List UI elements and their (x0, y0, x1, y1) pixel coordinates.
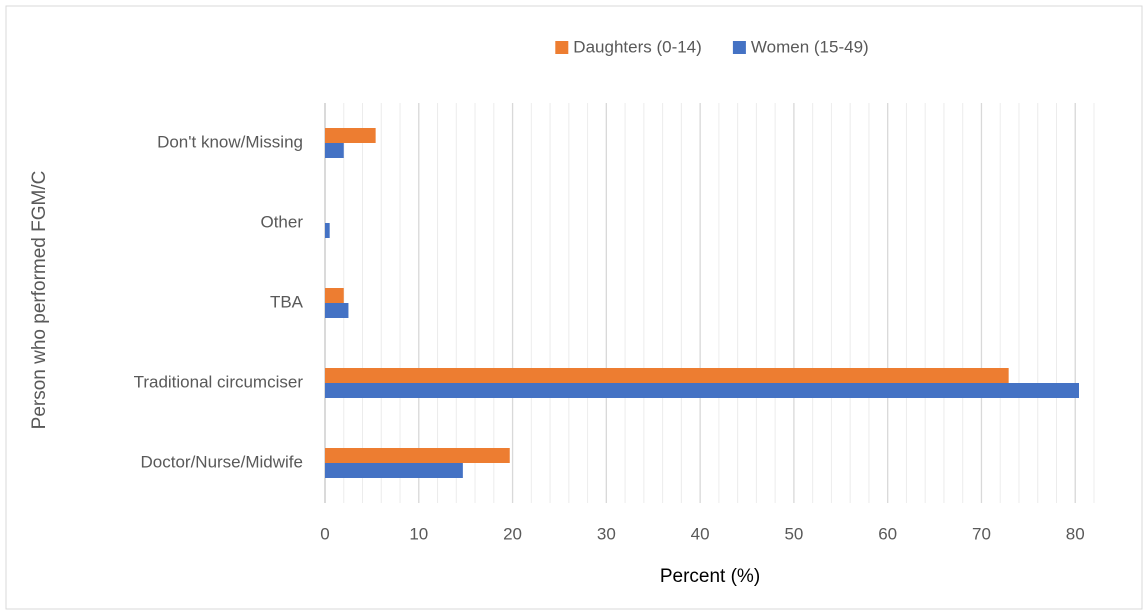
x-tick-label: 70 (972, 524, 991, 543)
legend-swatch (555, 41, 569, 54)
x-tick-label: 0 (320, 524, 329, 543)
chart-border (5, 5, 1143, 610)
x-axis-title: Percent (%) (660, 566, 760, 587)
legend-swatch (732, 41, 746, 54)
y-tick-label: Don't know/Missing (157, 132, 303, 151)
bar (325, 288, 344, 303)
bar (325, 368, 1009, 383)
x-tick-label: 80 (1066, 524, 1085, 543)
bar (325, 463, 463, 478)
x-tick-label: 50 (784, 524, 803, 543)
y-axis-title: Person who performed FGM/C (29, 171, 50, 430)
bar (325, 383, 1079, 398)
legend-label: Women (15-49) (751, 37, 869, 56)
legend-label: Daughters (0-14) (573, 37, 702, 56)
y-tick-label: TBA (270, 292, 304, 311)
bar (325, 128, 376, 143)
x-tick-label: 60 (878, 524, 897, 543)
bar (325, 303, 349, 318)
bar (325, 223, 330, 238)
y-tick-label: Traditional circumciser (134, 372, 304, 391)
x-tick-label: 30 (597, 524, 616, 543)
bar (325, 448, 510, 463)
x-tick-label: 20 (503, 524, 522, 543)
x-tick-label: 40 (691, 524, 710, 543)
y-tick-label: Doctor/Nurse/Midwife (141, 452, 304, 471)
y-tick-label: Other (260, 212, 303, 231)
x-tick-label: 10 (409, 524, 428, 543)
bar (325, 143, 344, 158)
